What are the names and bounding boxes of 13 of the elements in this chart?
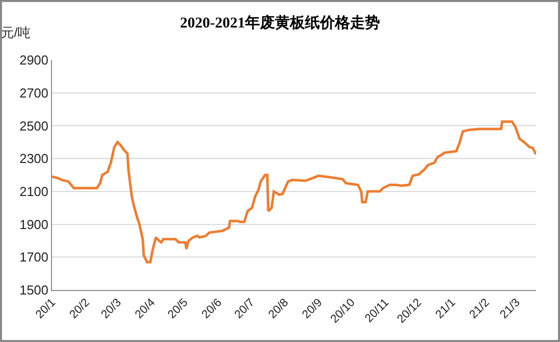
y-tick-label: 2700 <box>19 85 48 100</box>
y-tick-label: 1700 <box>19 250 48 265</box>
y-tick-label: 1500 <box>19 282 48 298</box>
y-tick-label: 2500 <box>19 118 48 134</box>
y-tick-label: 2300 <box>19 151 48 166</box>
x-tick-label: 20/9 <box>300 296 325 322</box>
y-tick-label: 2900 <box>19 52 48 68</box>
y-tick-label: 1900 <box>19 216 48 232</box>
x-tick-label: 20/1 <box>34 296 58 322</box>
x-tick-label: 21/1 <box>434 296 458 322</box>
line-series <box>52 120 536 264</box>
y-tick-label: 2100 <box>19 184 48 199</box>
chart-title: 2020-2021年废黄板纸价格走势 <box>180 14 380 32</box>
